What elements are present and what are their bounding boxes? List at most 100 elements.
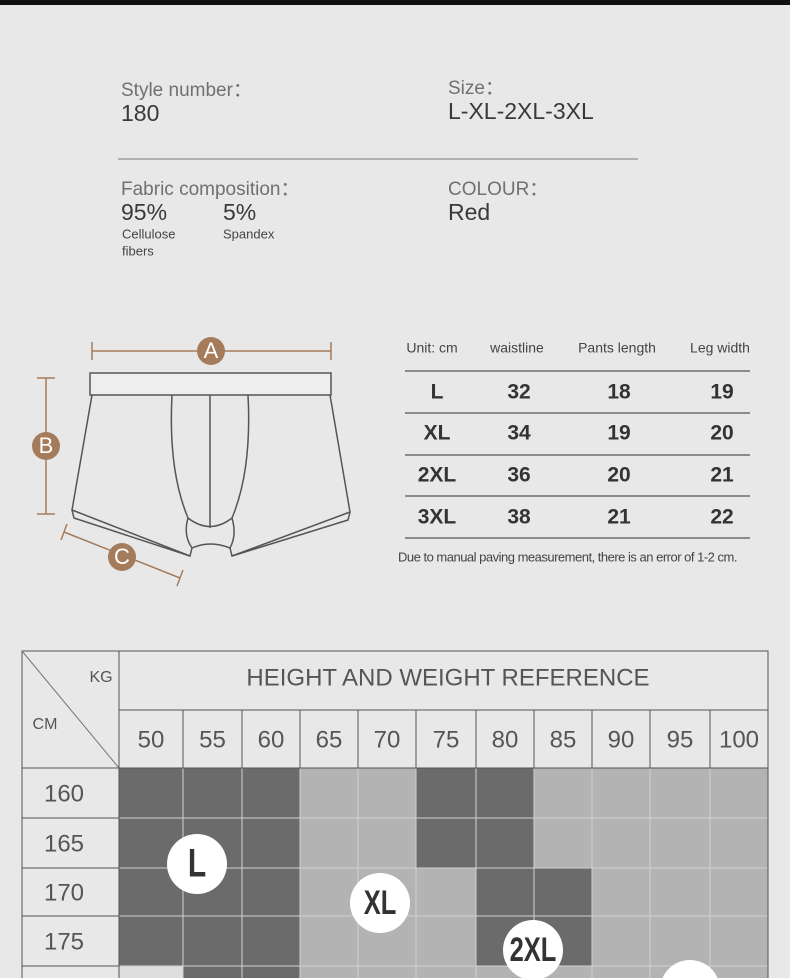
grid-cell (357, 817, 417, 869)
grid-cell (475, 767, 535, 819)
grid-cell (241, 915, 301, 967)
size-badge (167, 834, 227, 894)
badge-label: 2XL (510, 932, 557, 969)
grid-cell (241, 965, 301, 978)
colour-label: COLOUR： (448, 179, 548, 200)
weight: 70 (374, 726, 401, 753)
grid-cell (709, 915, 769, 967)
table-cell: 20 (710, 422, 733, 445)
height: 165 (44, 830, 84, 857)
weight-label: KG (89, 669, 112, 686)
grid-cell (357, 965, 417, 978)
colour-value: Red (448, 199, 490, 225)
size-badge (503, 920, 563, 978)
table-header: Unit: cm (406, 340, 457, 356)
table-cell: XL (424, 422, 451, 445)
grid-cell (299, 915, 359, 967)
weight: 90 (608, 726, 635, 753)
grid-cell (415, 965, 477, 978)
height: 170 (44, 879, 84, 906)
grid-cell (533, 767, 593, 819)
dimension-label: A (204, 338, 219, 363)
table-cell: 36 (507, 464, 530, 487)
table-cell: 2XL (418, 464, 457, 487)
diagonal (21, 650, 120, 769)
badge-label: XL (364, 885, 397, 922)
dimension-label: C (114, 544, 130, 569)
grid-cell (649, 817, 711, 869)
table-cell: 22 (710, 506, 733, 529)
table-header: Pants length (578, 340, 656, 356)
grid-cell (299, 965, 359, 978)
grid-cell (118, 965, 184, 978)
grid-cell (118, 915, 184, 967)
table-cell: 3XL (418, 506, 457, 529)
grid-cell (299, 767, 359, 819)
grid-cell (591, 867, 651, 917)
weight: 80 (492, 726, 519, 753)
grid-cell (241, 867, 301, 917)
grid-cell (709, 965, 769, 978)
table-cell: 19 (607, 422, 630, 445)
grid-cell (182, 767, 243, 819)
table-cell: 19 (710, 381, 733, 404)
top-bar (0, 0, 790, 5)
grid-cell (591, 965, 651, 978)
style-label: Style number： (121, 80, 252, 101)
size-badge (350, 873, 410, 933)
weight: 65 (316, 726, 343, 753)
grid-cell (709, 817, 769, 869)
size-value: L-XL-2XL-3XL (448, 98, 594, 124)
grid-frame (21, 650, 769, 978)
weight: 75 (433, 726, 460, 753)
table-cell: 21 (607, 506, 631, 529)
grid-cell (591, 915, 651, 967)
weight: 50 (138, 726, 165, 753)
grid-cell (649, 767, 711, 819)
fabric-name: fibers (122, 243, 154, 258)
table-cell: 32 (507, 381, 530, 404)
style-value: 180 (121, 100, 159, 126)
size-table: Unit: cm waistline Pants length Leg width L 3… (405, 340, 750, 539)
label-circle (32, 432, 60, 460)
weight: 100 (719, 726, 759, 753)
grid-cell (415, 867, 477, 917)
weight: 55 (199, 726, 226, 753)
grid-cell (533, 817, 593, 869)
grid-cell (709, 767, 769, 819)
grid-cell (118, 767, 184, 819)
briefs-drawing (71, 372, 351, 558)
label-circle (197, 337, 225, 365)
table-cell: 38 (507, 506, 531, 529)
table-cell: 34 (507, 422, 531, 445)
grid-cell (533, 867, 593, 917)
grid-cell (649, 867, 711, 917)
note: Due to manual paving measurement, there … (398, 549, 737, 564)
ref-title: HEIGHT AND WEIGHT REFERENCE (246, 664, 649, 691)
height: 160 (44, 780, 84, 807)
grid-cell (357, 767, 417, 819)
grid-cell (299, 817, 359, 869)
fabric-percent: 5% (223, 199, 256, 225)
grid-cell (415, 817, 477, 869)
fabric-label: Fabric composition： (121, 179, 299, 200)
size-label: Size： (448, 78, 504, 99)
weight: 85 (550, 726, 577, 753)
grid-cell (649, 915, 711, 967)
grid-cell (299, 867, 359, 917)
weight: 95 (667, 726, 694, 753)
size-badge (662, 960, 718, 978)
table-cell: 18 (607, 381, 631, 404)
grid-cell (591, 817, 651, 869)
grid-cell (709, 867, 769, 917)
fabric-name: Cellulose (122, 226, 175, 241)
table-header: waistline (489, 340, 544, 356)
label-circle (108, 543, 136, 571)
table-cell: 20 (607, 464, 630, 487)
grid-cell (475, 817, 535, 869)
grid-cell (182, 965, 243, 978)
badge-label: L (188, 841, 206, 885)
grid-cell (182, 915, 243, 967)
table-cell: 21 (710, 464, 734, 487)
